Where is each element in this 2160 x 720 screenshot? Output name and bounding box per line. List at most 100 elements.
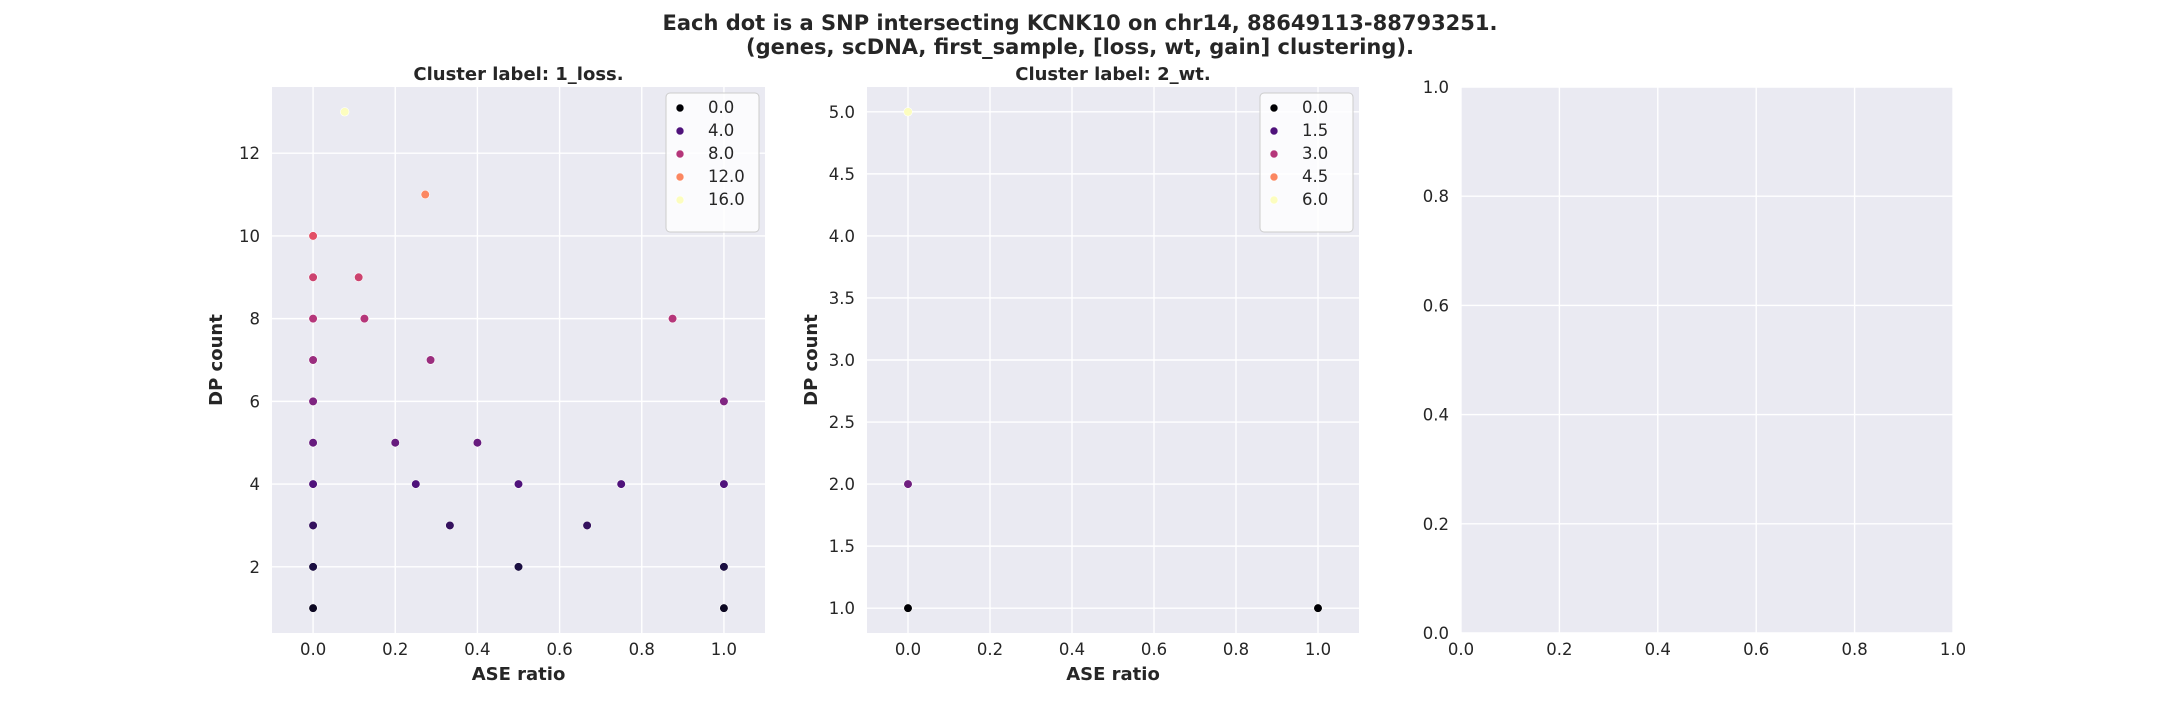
legend-marker (675, 149, 685, 159)
x-tick-label: 0.8 (1223, 640, 1249, 659)
data-point (582, 520, 592, 531)
data-point (340, 107, 350, 117)
x-tick-label: 0.8 (1841, 640, 1867, 659)
y-tick-label: 0.0 (1423, 624, 1449, 643)
x-tick-label: 1.0 (1940, 640, 1966, 659)
x-tick-label: 0.0 (300, 640, 326, 659)
data-point (719, 396, 729, 406)
data-point (308, 520, 318, 531)
x-tick-label: 0.6 (1743, 640, 1769, 659)
y-tick-label: 3.0 (829, 351, 855, 370)
y-tick-label: 2 (250, 558, 261, 577)
plot-area (1461, 87, 1953, 633)
x-tick-label: 1.0 (1305, 640, 1331, 659)
data-point (472, 438, 483, 448)
subplot-title: Cluster label: 1_loss. (413, 64, 623, 85)
data-point (719, 603, 729, 613)
legend-label: 3.0 (1302, 144, 1328, 163)
x-tick-label: 0.6 (546, 640, 572, 659)
y-tick-label: 4.0 (829, 227, 855, 246)
x-tick-label: 0.4 (1645, 640, 1671, 659)
y-axis-label: DP count (206, 314, 227, 406)
legend-label: 0.0 (708, 98, 734, 117)
data-point (903, 479, 913, 489)
x-tick-label: 0.0 (1448, 640, 1474, 659)
legend-marker (675, 126, 685, 136)
legend-label: 8.0 (708, 144, 734, 163)
legend-label: 4.0 (708, 121, 734, 140)
y-tick-label: 0.8 (1423, 187, 1449, 206)
legend-marker (675, 195, 685, 205)
y-tick-label: 1.0 (1423, 78, 1449, 97)
y-tick-label: 2.5 (829, 413, 855, 432)
y-tick-label: 3.5 (829, 289, 855, 308)
legend: 0.0 4.0 8.0 12.0 16.0 (665, 92, 760, 233)
data-point (903, 603, 913, 613)
legend-frame (665, 92, 760, 233)
y-tick-label: 0.6 (1423, 296, 1449, 315)
legend-marker (1269, 103, 1279, 113)
legend-label: 4.5 (1302, 167, 1328, 186)
y-tick-label: 1.5 (829, 537, 855, 556)
y-tick-label: 2.0 (829, 475, 855, 494)
data-point (308, 231, 318, 241)
x-tick-label: 0.2 (382, 640, 408, 659)
data-point (513, 562, 524, 572)
legend-marker (1269, 172, 1279, 182)
x-tick-label: 1.0 (711, 640, 737, 659)
legend-marker (675, 103, 685, 113)
subplot-3: 0.0 0.2 0.4 0.6 0.8 1.0 0.0 0.2 0.4 0.6 0.8 1.0 (1423, 78, 1966, 659)
y-tick-label: 4.5 (829, 165, 855, 184)
x-tick-label: 0.4 (464, 640, 490, 659)
x-tick-label: 0.8 (629, 640, 655, 659)
x-tick-label: 0.0 (895, 640, 921, 659)
data-point (308, 562, 318, 572)
y-tick-label: 10 (239, 227, 260, 246)
y-tick-label: 0.2 (1423, 515, 1449, 534)
data-point (513, 479, 524, 489)
legend-marker (1269, 149, 1279, 159)
x-tick-label: 0.2 (977, 640, 1003, 659)
data-point (411, 479, 421, 489)
data-point (445, 520, 455, 531)
subplot-1: 0.0 0.2 0.4 0.6 0.8 1.0 2 4 6 8 10 12 Cluster label:… (206, 64, 765, 685)
figure-suptitle-line2: (genes, scDNA, first_sample, [loss, wt, … (746, 35, 1414, 59)
y-axis-label: DP count (801, 314, 822, 406)
legend: 0.0 1.5 3.0 4.5 6.0 (1259, 92, 1354, 233)
data-point (308, 396, 318, 406)
y-tick-label: 12 (239, 144, 260, 163)
x-tick-label: 0.6 (1141, 640, 1167, 659)
data-point (903, 107, 913, 117)
legend-label: 1.5 (1302, 121, 1328, 140)
data-point (1313, 603, 1323, 613)
legend-frame (1259, 92, 1354, 233)
x-axis-label: ASE ratio (1066, 664, 1160, 685)
legend-marker (1269, 126, 1279, 136)
data-point (308, 272, 318, 282)
x-tick-label: 0.2 (1546, 640, 1572, 659)
data-point (390, 438, 400, 448)
data-point (425, 355, 436, 365)
y-tick-label: 4 (250, 475, 261, 494)
figure-suptitle-line1: Each dot is a SNP intersecting KCNK10 on… (663, 11, 1498, 35)
x-tick-label: 0.4 (1059, 640, 1085, 659)
data-point (308, 603, 318, 613)
data-point (719, 562, 729, 572)
y-tick-label: 8 (250, 310, 261, 329)
legend-label: 12.0 (708, 167, 745, 186)
data-point (667, 314, 678, 324)
data-point (616, 479, 626, 489)
subplot-2: 0.0 0.2 0.4 0.6 0.8 1.0 1.0 1.5 2.0 2.5 3.0 3.5 4.0 4… (801, 64, 1359, 685)
legend-marker (675, 172, 685, 182)
subplot-title: Cluster label: 2_wt. (1015, 64, 1211, 85)
y-tick-label: 5.0 (829, 103, 855, 122)
data-point (420, 189, 430, 200)
data-point (308, 355, 318, 365)
y-tick-label: 1.0 (829, 599, 855, 618)
data-point (308, 479, 318, 489)
y-tick-label: 6 (250, 392, 261, 411)
data-point (308, 314, 318, 324)
legend-label: 0.0 (1302, 98, 1328, 117)
